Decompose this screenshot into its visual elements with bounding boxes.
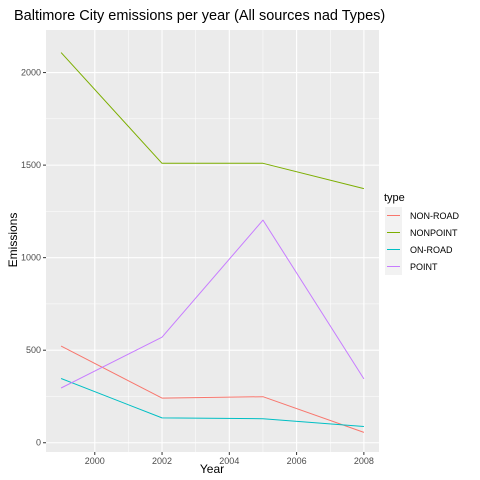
- series-line-point: [60, 219, 365, 389]
- legend-label-on-road: ON-ROAD: [410, 245, 453, 255]
- x-tick-label: 2000: [85, 456, 105, 466]
- y-tick-label: 2000: [21, 68, 41, 78]
- x-tick-label: 2006: [287, 456, 307, 466]
- x-axis-title: Year: [200, 462, 224, 476]
- series-lines: [60, 52, 365, 433]
- x-axis: 2000 2002 2004 2006 2008: [85, 452, 374, 466]
- series-line-on-road: [60, 378, 364, 427]
- y-tick-label: 500: [26, 345, 41, 355]
- y-tick-label: 0: [36, 438, 41, 448]
- grid-minor: [46, 30, 379, 452]
- legend-title: type: [384, 192, 405, 204]
- x-tick-label: 2002: [152, 456, 172, 466]
- y-axis: 0 500 1000 1500 2000: [21, 68, 46, 448]
- chart-title: Baltimore City emissions per year (All s…: [14, 8, 385, 24]
- x-tick-label: 2004: [219, 456, 239, 466]
- series-line-nonpoint: [60, 52, 365, 190]
- y-axis-title: Emissions: [6, 213, 20, 268]
- legend-label-nonpoint: NONPOINT: [410, 228, 458, 238]
- y-tick-label: 1000: [21, 253, 41, 263]
- legend-label-non-road: NON-ROAD: [410, 211, 459, 221]
- legend: type NON-ROAD NONPOINT ON-ROAD POINT: [384, 192, 459, 275]
- x-tick-label: 2008: [354, 456, 374, 466]
- plot-panel: [46, 30, 379, 452]
- legend-label-point: POINT: [410, 262, 438, 272]
- y-tick-label: 1500: [21, 160, 41, 170]
- grid-major: [46, 30, 379, 452]
- series-line-non-road: [60, 345, 365, 433]
